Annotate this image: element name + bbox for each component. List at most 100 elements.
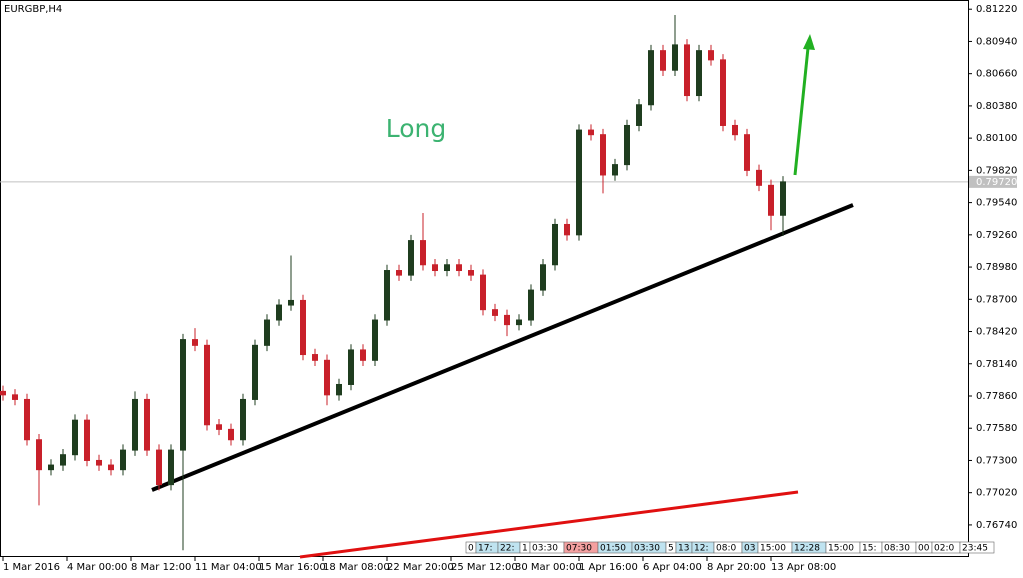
candle-body [120,449,126,471]
candle-body [708,50,714,61]
candle-body [504,314,510,326]
candle-body [684,44,690,97]
candle-body [444,264,450,272]
y-tick-label: 0.77300 [976,455,1017,466]
x-tick-label: 6 Apr 04:00 [643,562,702,573]
event-label: 5 [668,544,674,554]
candle-body [348,349,354,385]
x-tick-label: 1 Apr 16:00 [579,562,638,573]
y-tick-label: 0.76740 [976,520,1017,531]
event-label: 01:50 [600,544,626,554]
candle-body [228,428,234,441]
event-label: 13 [678,544,689,554]
y-tick-label: 0.78700 [976,294,1017,305]
x-tick-label: 18 Mar 08:00 [323,562,390,573]
y-tick-label: 0.78420 [976,327,1017,338]
x-tick-label: 13 Apr 08:00 [771,562,836,573]
candle-body [540,264,546,291]
candle-body [648,50,654,106]
candle-body [192,339,198,346]
x-tick-label: 4 Mar 00:00 [67,562,127,573]
candle-body [384,270,390,321]
event-label: 12:28 [794,544,820,554]
candle-body [408,240,414,276]
candle-body [528,289,534,321]
event-label: 12: [694,544,708,554]
candle-body [324,359,330,396]
candle-body [12,394,18,400]
event-label: 15:00 [760,544,786,554]
candle-body [612,164,618,176]
candle-body [780,181,786,216]
arrow-shaft [793,47,810,176]
event-label: 00 [918,544,930,554]
candle-body [360,349,366,361]
candle-body [168,449,174,486]
y-tick-label: 0.78980 [976,262,1017,273]
x-tick-label: 22 Mar 20:00 [387,562,454,573]
candle-body [144,398,150,451]
candle-body [492,309,498,316]
x-tick-label: 11 Mar 04:00 [195,562,262,573]
event-label: 1 [522,544,528,554]
x-tick-label: 30 Mar 00:00 [515,562,582,573]
y-tick-label: 0.80660 [976,69,1017,80]
candle-body [48,464,54,471]
candle-body [312,354,318,361]
annotation: Long [386,114,447,143]
event-label: 02:0 [934,544,954,554]
event-label: 03 [744,544,755,554]
candle-body [672,44,678,71]
event-label: 07:30 [566,544,592,554]
y-tick-label: 0.80380 [976,101,1017,112]
event-label: 08:0 [716,544,736,554]
candle-body [204,344,210,426]
candle-body [288,299,294,306]
candle-body [636,104,642,126]
x-tick-label: 25 Mar 12:00 [451,562,518,573]
event-label: 17: [478,544,492,554]
candle-body [0,390,6,396]
candle-body [276,304,282,321]
event-label: 0 [468,544,474,554]
candle-body [744,134,750,171]
y-tick-label: 0.77860 [976,391,1017,402]
current-price-box [969,175,1017,188]
trend-line [151,203,854,492]
candle-body [132,398,138,451]
x-tick-label: 8 Apr 20:00 [707,562,766,573]
x-tick-label: 15 Mar 16:00 [259,562,326,573]
candle-body [432,264,438,272]
y-tick-label: 0.80100 [976,133,1017,144]
candle-body [600,134,606,176]
arrow-head [803,34,815,50]
y-tick-label: 0.78140 [976,359,1017,370]
candle-body [156,449,162,486]
candle-body [576,129,582,236]
candle-body [396,270,402,276]
candle-body [336,383,342,396]
candle-body [588,129,594,136]
event-label: 22: [500,544,514,554]
candle-body [96,459,102,466]
candle-body [216,424,222,430]
event-box [959,541,995,554]
candle-body [372,319,378,361]
y-tick-label: 0.79820 [976,165,1017,176]
candle-body [420,240,426,266]
candle-body [36,439,42,471]
event-label: 08:30 [884,544,910,554]
candle-body [264,319,270,346]
event-label: 15:00 [828,544,854,554]
x-tick-label: 8 Mar 12:00 [131,562,191,573]
candle-body [624,124,630,166]
y-tick-label: 0.79540 [976,198,1017,209]
candle-body [720,59,726,126]
candle-body [24,398,30,441]
candle-body [84,419,90,461]
candle-body [252,344,258,400]
candle-body [456,264,462,272]
y-tick-label: 0.79260 [976,230,1017,241]
chart-title: EURGBP,H4 [4,4,62,15]
